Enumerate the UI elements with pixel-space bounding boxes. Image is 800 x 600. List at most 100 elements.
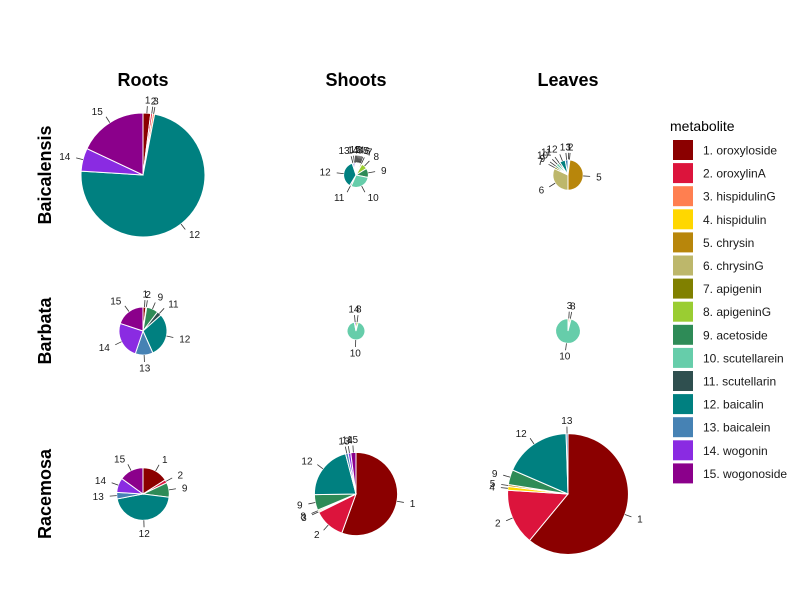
slice-label: 12 — [301, 456, 313, 467]
slice-label: 4 — [359, 146, 365, 157]
pie-slice-10 — [346, 321, 366, 341]
slice-label: 13 — [561, 416, 573, 427]
legend-label-3: 3. hispidulinG — [703, 190, 776, 204]
slice-label: 3 — [153, 97, 159, 108]
slice-leader-line — [624, 514, 632, 518]
slice-label: 7 — [538, 157, 544, 168]
slice-label: 14 — [348, 305, 360, 316]
slice-label: 4 — [489, 483, 495, 494]
slice-leader-line — [552, 159, 558, 165]
slice-label: 12 — [179, 334, 191, 345]
slice-label: 2 — [356, 145, 362, 156]
slice-label: 13 — [139, 363, 151, 374]
slice-leader-line — [569, 311, 573, 319]
legend-swatch-4 — [673, 209, 693, 230]
pie-slice-15 — [350, 451, 357, 495]
slice-leader-line — [396, 500, 404, 503]
slice-leader-line — [344, 446, 348, 454]
legend-label-12: 12. baicalin — [703, 398, 764, 412]
legend-swatch-11 — [673, 371, 693, 391]
pie-slice-5 — [567, 159, 584, 191]
slice-leader-line — [155, 464, 160, 472]
slice-label: 12 — [320, 168, 332, 179]
slice-label: 10 — [350, 348, 362, 359]
slice-leader-line — [501, 484, 509, 486]
legend-label-2: 2. oroxylinA — [703, 167, 766, 181]
legend-swatch-15 — [673, 463, 693, 484]
slice-label: 1 — [162, 455, 168, 466]
slice-leader-line — [358, 155, 361, 163]
pie-slice-12 — [511, 433, 569, 495]
slice-leader-line — [356, 155, 359, 163]
pie-slice-10 — [555, 318, 581, 344]
slice-label: 2 — [314, 530, 320, 541]
slice-label: 2 — [151, 96, 157, 107]
slice-label: 1 — [410, 499, 416, 510]
slice-label: 3 — [301, 513, 307, 524]
legend-swatch-10 — [673, 347, 693, 368]
slice-leader-line — [505, 517, 513, 522]
slice-label: 15 — [350, 145, 362, 156]
row-title-racemosa: Racemosa — [35, 448, 55, 539]
slice-leader-line — [346, 185, 351, 193]
slice-leader-line — [350, 156, 354, 164]
slice-label: 10 — [368, 193, 380, 204]
legend-label-6: 6. chrysinG — [703, 259, 764, 273]
slice-label: 15 — [347, 435, 359, 446]
slice-leader-line — [347, 445, 350, 453]
slice-label: 8 — [300, 511, 306, 522]
slice-label: 14 — [95, 476, 107, 487]
slice-label: 14 — [342, 436, 354, 447]
slice-leader-line — [359, 156, 362, 164]
slice-leader-line — [565, 152, 567, 160]
slice-label: 13 — [338, 146, 350, 157]
slice-label: 1 — [145, 96, 151, 107]
slice-leader-line — [168, 488, 176, 491]
slice-leader-line — [357, 155, 360, 163]
slice-leader-line — [368, 171, 376, 174]
slice-label: 5 — [596, 172, 602, 183]
slice-leader-line — [549, 182, 556, 188]
slice-leader-line — [559, 154, 563, 162]
slice-label: 5 — [363, 146, 369, 157]
slice-leader-line — [361, 185, 366, 193]
slice-label: 12 — [189, 230, 201, 241]
slice-label: 3 — [567, 301, 573, 312]
slice-label: 14 — [59, 152, 71, 163]
slice-label: 11 — [168, 299, 179, 310]
slice-label: 11 — [541, 148, 552, 159]
row-title-barbata: Barbata — [35, 297, 55, 365]
legend-label-4: 4. hispidulin — [703, 213, 766, 227]
slice-label: 13 — [560, 142, 572, 153]
slice-label: 2 — [495, 519, 501, 530]
slice-leader-line — [127, 464, 132, 471]
slice-leader-line — [364, 160, 370, 167]
slice-leader-line — [111, 482, 119, 486]
column-title-shoots: Shoots — [326, 70, 387, 90]
slice-label: 9 — [297, 501, 303, 512]
slice-leader-line — [356, 315, 359, 323]
slice-leader-line — [152, 302, 156, 310]
slice-label: 14 — [99, 343, 111, 354]
legend: metabolite 1. oroxyloside 2. oroxylinA 3. … — [670, 118, 787, 484]
column-title-leaves: Leaves — [537, 70, 598, 90]
legend-label-8: 8. apigeninG — [703, 305, 771, 319]
slice-leader-line — [151, 106, 154, 114]
legend-swatch-5 — [673, 232, 693, 253]
slice-label: 13 — [338, 436, 350, 447]
slice-label: 13 — [93, 492, 105, 503]
slice-label: 9 — [540, 154, 546, 165]
slice-leader-line — [503, 474, 511, 478]
slice-label: 1 — [354, 145, 360, 156]
slice-label: 8 — [570, 302, 576, 313]
slice-label: 10 — [559, 352, 571, 363]
legend-swatch-7 — [673, 278, 693, 299]
slice-label: 11 — [334, 193, 345, 204]
legend-swatch-3 — [673, 186, 693, 207]
slice-leader-line — [76, 157, 84, 160]
pie-slice-15 — [121, 467, 144, 495]
